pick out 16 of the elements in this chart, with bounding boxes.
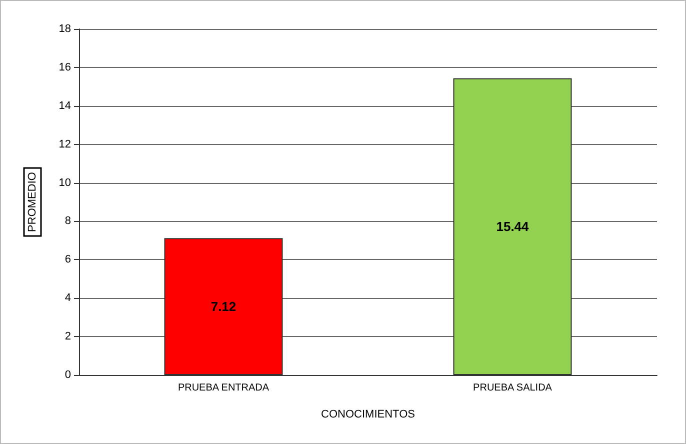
y-tick-label: 6 — [64, 254, 71, 266]
y-tick-label: 14 — [58, 100, 71, 112]
y-tick-label: 18 — [58, 23, 71, 35]
y-tick-label: 10 — [58, 176, 71, 189]
y-tick-label: 16 — [58, 61, 71, 74]
x-tick-label: PRUEBA ENTRADA — [178, 382, 270, 394]
y-axis-title: PROMEDIO — [26, 172, 38, 232]
data-label: 15.44 — [496, 219, 530, 234]
y-tick-label: 0 — [64, 369, 71, 381]
x-axis-title: CONOCIMIENTOS — [321, 408, 415, 420]
x-tick-label: PRUEBA SALIDA — [473, 382, 552, 394]
data-label: 7.12 — [210, 299, 236, 314]
y-tick-label: 2 — [64, 330, 71, 343]
y-tick-label: 4 — [64, 292, 71, 304]
y-tick-label: 12 — [58, 138, 71, 150]
y-tick-label: 8 — [64, 215, 71, 228]
